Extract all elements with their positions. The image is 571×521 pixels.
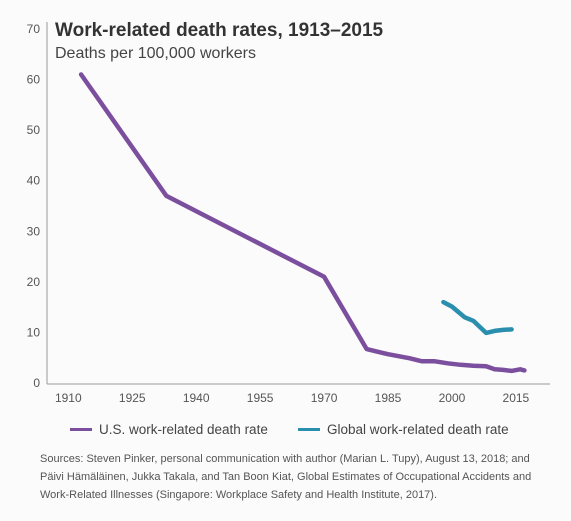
series-line-global: [441, 299, 514, 336]
y-tick-label: 20: [27, 275, 41, 289]
x-tick-label: 1985: [375, 391, 402, 405]
x-tick-labels: 1910 1925 1940 1955 1970 1985 2000 2015: [55, 391, 530, 405]
x-tick-label: 1955: [247, 391, 274, 405]
legend-item-global: Global work-related death rate: [298, 422, 509, 437]
y-tick-label: 50: [27, 123, 41, 137]
series-lines: [78, 72, 527, 374]
legend-label-us: U.S. work-related death rate: [99, 422, 268, 437]
legend-item-us: U.S. work-related death rate: [70, 422, 268, 437]
y-tick-label: 70: [27, 22, 41, 36]
y-tick-label: 30: [27, 224, 41, 238]
legend-swatch-us: [70, 428, 92, 431]
y-tick-labels: 0 10 20 30 40 50 60 70: [27, 22, 41, 390]
sources-note: Sources: Steven Pinker, personal communi…: [40, 453, 532, 501]
y-tick-label: 10: [27, 325, 41, 339]
x-tick-label: 1940: [183, 391, 210, 405]
y-tick-label: 60: [27, 73, 41, 87]
chart-subtitle: Deaths per 100,000 workers: [55, 45, 256, 62]
chart-title: Work-related death rates, 1913–2015: [55, 20, 384, 41]
x-tick-label: 1970: [311, 391, 338, 405]
x-tick-label: 2015: [503, 391, 530, 405]
x-tick-label: 2000: [439, 391, 466, 405]
series-line-us: [78, 72, 527, 374]
y-tick-label: 0: [33, 376, 40, 390]
legend-swatch-global: [298, 428, 320, 431]
y-tick-label: 40: [27, 174, 41, 188]
x-tick-label: 1910: [55, 391, 82, 405]
legend-label-global: Global work-related death rate: [327, 422, 509, 437]
x-tick-label: 1925: [119, 391, 146, 405]
